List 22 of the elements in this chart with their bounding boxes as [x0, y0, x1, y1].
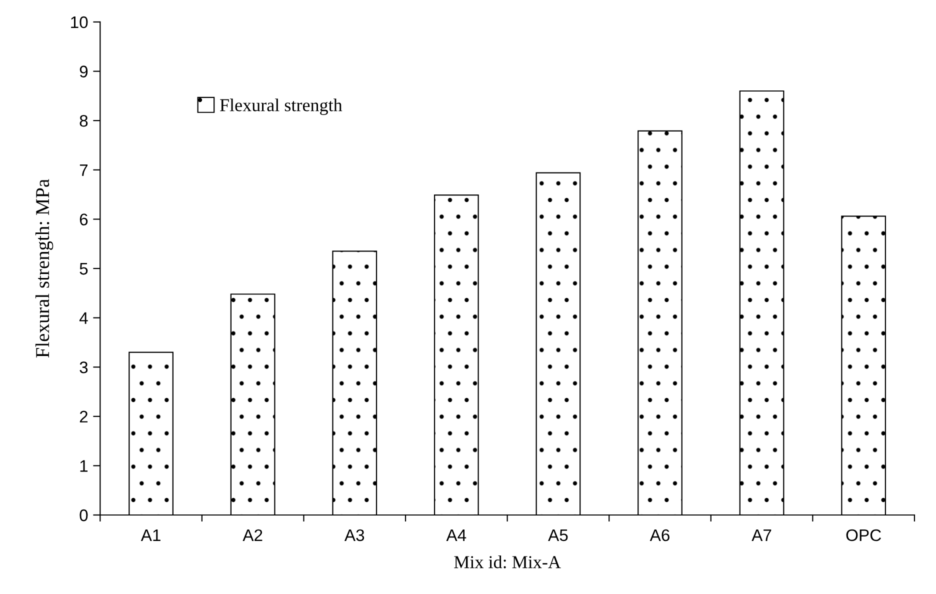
y-tick-label: 3: [80, 361, 88, 374]
x-tick-label: A4: [446, 530, 466, 541]
y-tick-label: 8: [80, 114, 88, 127]
y-tick-label: 1: [80, 460, 88, 472]
x-tick-label: A5: [548, 530, 568, 542]
y-tick-label: 6: [80, 214, 88, 226]
x-axis-title: Mix id: Mix-A: [454, 556, 561, 568]
x-tick-label: A2: [242, 529, 262, 541]
y-tick-label: 7: [80, 164, 88, 176]
y-tick-label: 9: [80, 66, 88, 78]
y-axis-title: Flexural strength: MPa: [35, 179, 54, 358]
y-tick-label: 10: [71, 16, 88, 28]
x-tick-label: OPC: [846, 529, 881, 542]
y-tick-label: 5: [80, 263, 88, 275]
x-tick-label: A7: [752, 530, 772, 541]
y-tick-label: 4: [79, 312, 88, 324]
x-tick-label: A6: [650, 529, 670, 542]
x-tick-label: A1: [140, 530, 160, 541]
y-tick-label: 0: [80, 509, 88, 522]
legend-label: Flexural strength: [220, 98, 342, 116]
y-tick-label: 2: [80, 410, 88, 422]
x-tick-label: A3: [344, 529, 364, 542]
